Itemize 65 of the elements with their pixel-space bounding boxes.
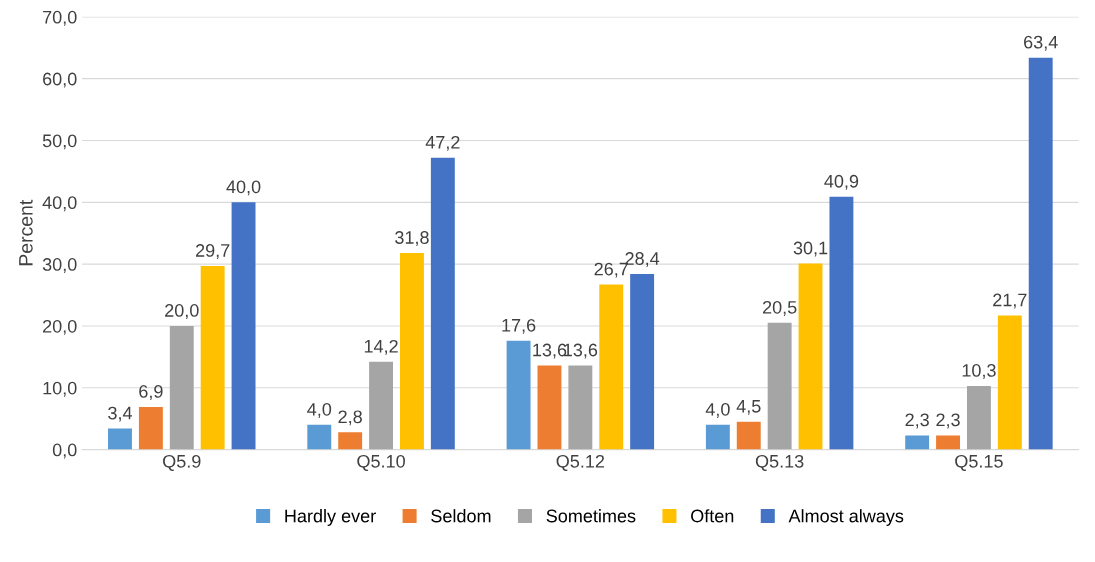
bar [1028,57,1053,450]
data-label: 40,0 [226,180,261,196]
bar [568,365,593,450]
bar [307,424,332,450]
data-label: 31,8 [395,231,429,247]
bar [169,325,194,450]
bar [138,406,163,450]
bar [630,274,655,450]
bar [966,385,991,450]
bar [905,435,930,450]
bar [537,365,562,450]
data-label: 4,0 [705,402,730,418]
data-label: 21,7 [993,293,1027,309]
bar [767,322,792,450]
bar [231,202,256,450]
bar [736,421,761,450]
y-tick-label: 60,0 [43,72,77,88]
bar [798,263,823,450]
data-label: 2,3 [936,413,960,429]
data-label: 6,9 [139,385,163,400]
bar [108,428,132,450]
legend-label: Seldom [431,509,491,523]
bar [338,432,363,450]
y-tick-label: 30,0 [42,258,77,273]
bar [430,157,455,450]
x-tick-label: Q5.13 [755,454,804,471]
legend-label: Often [691,509,734,523]
bar [506,340,531,450]
data-label: 40,9 [824,174,859,190]
bar [599,284,624,450]
data-label: 2,8 [338,410,362,426]
bar [399,253,424,450]
y-tick-label: 20,0 [43,319,77,335]
y-tick-label: 0,0 [52,443,77,459]
bar [200,265,225,450]
x-tick-label: Q5.15 [955,454,1003,471]
data-label: 20,5 [762,300,797,316]
data-label: 30,1 [793,241,828,257]
data-label: 47,2 [425,135,460,151]
bar [369,361,394,450]
data-label: 20,0 [165,304,199,319]
y-tick-label: 40,0 [42,196,77,212]
data-label: 14,2 [364,339,398,355]
data-label: 17,6 [502,318,536,334]
data-label: 63,4 [1024,35,1058,51]
y-tick-label: 70,0 [43,10,77,26]
x-tick-label: Q5.12 [556,454,605,471]
data-label: 2,3 [905,413,929,429]
data-label: 29,7 [196,244,230,259]
bar [997,315,1022,450]
x-tick-label: Q5.10 [357,454,405,471]
y-axis-title: Percent [19,199,33,266]
y-tick-label: 50,0 [42,134,77,150]
bar [705,424,730,450]
data-label: 3,4 [108,406,133,422]
y-tick-label: 10,0 [43,381,77,397]
data-label: 4,5 [736,400,761,415]
bar [829,196,854,450]
x-tick-label: Q5.9 [163,454,201,471]
legend-label: Sometimes [546,509,636,523]
bar [936,435,960,450]
data-label: 10,3 [962,364,996,379]
legend-label: Hardly ever [285,509,376,526]
legend-label: Almost always [788,509,904,526]
data-label: 4,0 [307,402,332,418]
